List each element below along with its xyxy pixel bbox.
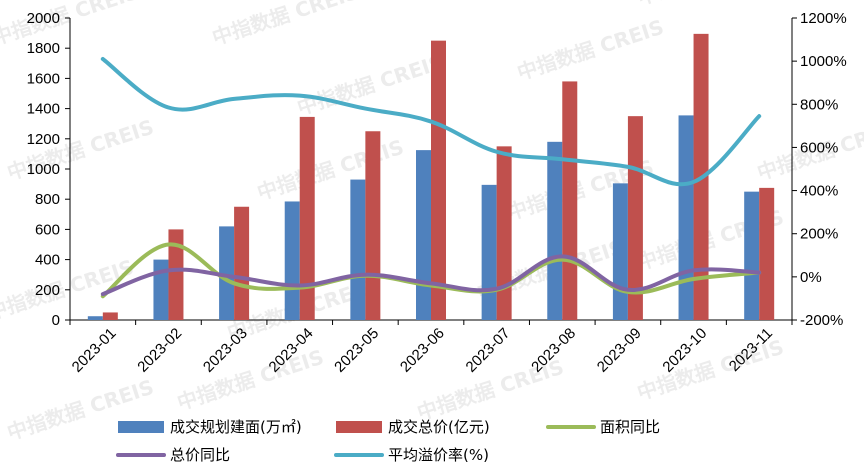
legend-label-0: 成交规划建面(万㎡) — [170, 418, 302, 436]
bar-area-2023-05 — [350, 179, 366, 320]
bar-area-2023-04 — [284, 201, 300, 320]
bar-area-2023-10 — [678, 115, 694, 321]
legend-label-2: 面积同比 — [600, 418, 660, 436]
bar-area-2023-08 — [547, 141, 563, 320]
bar-area-2023-07 — [481, 184, 497, 320]
legend-swatch-0 — [118, 421, 164, 433]
bar-area-2023-11 — [744, 191, 760, 320]
x-tick-label-2023-01: 2023-01 — [69, 325, 120, 376]
bar-total-2023-07 — [496, 146, 512, 320]
watermark-text: 中指数据 CREIS — [254, 135, 407, 205]
bar-total-2023-01 — [102, 312, 118, 320]
right-tick-label: 600% — [800, 139, 838, 156]
x-tick-label-2023-03: 2023-03 — [200, 325, 251, 376]
watermark-text: 中指数据 CREIS — [634, 0, 787, 10]
right-tick-label: 0% — [800, 269, 822, 286]
right-tick-label: -200% — [800, 312, 843, 329]
x-tick-label-2023-02: 2023-02 — [134, 325, 185, 376]
bar-total-2023-08 — [562, 81, 578, 320]
area-yoy-line — [100, 242, 762, 299]
left-tick-label: 0 — [52, 312, 60, 329]
right-tick-label: 400% — [800, 183, 838, 200]
total-yoy-line — [100, 254, 762, 297]
left-tick-label: 400 — [35, 252, 60, 269]
left-tick-label: 1600 — [27, 70, 60, 87]
bar-area-2023-03 — [219, 226, 235, 320]
bar-total-2023-05 — [365, 131, 381, 320]
legend-label-4: 平均溢价率(%) — [388, 446, 489, 464]
left-tick-label: 2000 — [27, 10, 60, 27]
right-tick-label: 800% — [800, 96, 838, 113]
left-tick-label: 1200 — [27, 131, 60, 148]
x-tick-label-2023-05: 2023-05 — [331, 325, 382, 376]
left-tick-label: 200 — [35, 282, 60, 299]
watermark-text: 中指数据 CREIS — [209, 0, 362, 50]
left-tick-label: 1000 — [27, 161, 60, 178]
axes: 0 200 400 600 800 1000 1200 1400 1600 1800 2000 -20… — [27, 10, 847, 329]
bar-total-2023-02 — [168, 229, 184, 320]
right-tick-label: 1200% — [800, 10, 847, 27]
x-tick-label-2023-07: 2023-07 — [463, 325, 514, 376]
bar-area-2023-09 — [612, 183, 628, 320]
left-tick-label: 1800 — [27, 40, 60, 57]
right-tick-label: 1000% — [800, 53, 847, 70]
bar-total-2023-03 — [234, 206, 250, 320]
lines — [100, 56, 762, 299]
legend-label-1: 成交总价(亿元) — [388, 418, 490, 436]
bar-total-2023-06 — [431, 40, 446, 321]
right-tick-label: 200% — [800, 226, 838, 243]
x-tick-label-2023-09: 2023-09 — [594, 325, 645, 376]
bar-total-2023-04 — [299, 116, 315, 320]
watermark-text: 中指数据 CREIS — [174, 345, 327, 415]
left-tick-label: 800 — [35, 191, 60, 208]
left-tick-label: 1400 — [27, 101, 60, 118]
legend-label-3: 总价同比 — [170, 446, 230, 464]
bar-area-2023-01 — [87, 316, 103, 320]
watermark-text: 中指数据 CREIS — [0, 0, 142, 50]
watermark-text: 中指数据 CREIS — [514, 15, 667, 85]
x-tick-label-2023-06: 2023-06 — [397, 325, 448, 376]
bar-area-2023-06 — [416, 150, 431, 320]
premium-rate-line — [100, 56, 762, 187]
bar-total-2023-11 — [759, 187, 775, 320]
legend-swatch-1 — [336, 421, 382, 433]
left-tick-label: 600 — [35, 221, 60, 238]
watermark-text: 中指数据 CREIS — [4, 375, 157, 445]
x-tick-labels: 2023-01 2023-02 2023-03 2023-04 2023-05 2023-… — [69, 325, 776, 376]
bar-area-2023-02 — [153, 259, 169, 320]
